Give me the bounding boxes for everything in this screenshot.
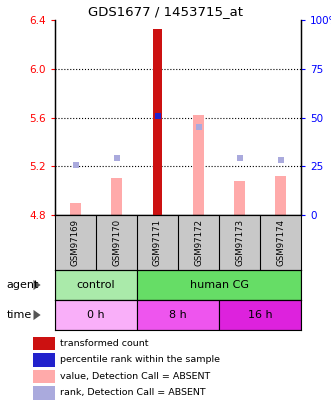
- Text: time: time: [7, 310, 32, 320]
- Text: GSM97169: GSM97169: [71, 219, 80, 266]
- Text: GSM97174: GSM97174: [276, 219, 285, 266]
- Bar: [33, 370, 55, 383]
- Text: control: control: [77, 280, 115, 290]
- Bar: [33, 386, 55, 400]
- Text: GSM97171: GSM97171: [153, 219, 162, 266]
- Bar: [153, 28, 162, 215]
- Bar: [137, 300, 219, 330]
- Bar: [33, 337, 55, 350]
- Bar: [111, 179, 122, 215]
- Text: rank, Detection Call = ABSENT: rank, Detection Call = ABSENT: [60, 388, 205, 397]
- Bar: [219, 300, 301, 330]
- Bar: [70, 203, 81, 215]
- Bar: [234, 181, 245, 215]
- Text: 8 h: 8 h: [169, 310, 187, 320]
- Text: transformed count: transformed count: [60, 339, 148, 348]
- Bar: [275, 176, 286, 215]
- Text: human CG: human CG: [190, 280, 249, 290]
- Text: GSM97173: GSM97173: [235, 219, 244, 266]
- Polygon shape: [33, 310, 41, 320]
- Text: GSM97172: GSM97172: [194, 219, 203, 266]
- Bar: [33, 353, 55, 367]
- Bar: [137, 270, 301, 300]
- Text: GDS1677 / 1453715_at: GDS1677 / 1453715_at: [88, 5, 243, 18]
- Polygon shape: [33, 280, 41, 290]
- Text: percentile rank within the sample: percentile rank within the sample: [60, 356, 219, 364]
- Bar: [193, 115, 204, 215]
- Text: GSM97170: GSM97170: [112, 219, 121, 266]
- Text: value, Detection Call = ABSENT: value, Detection Call = ABSENT: [60, 372, 210, 381]
- Bar: [55, 300, 137, 330]
- Text: agent: agent: [7, 280, 39, 290]
- Bar: [55, 270, 137, 300]
- Text: 16 h: 16 h: [248, 310, 272, 320]
- Text: 0 h: 0 h: [87, 310, 105, 320]
